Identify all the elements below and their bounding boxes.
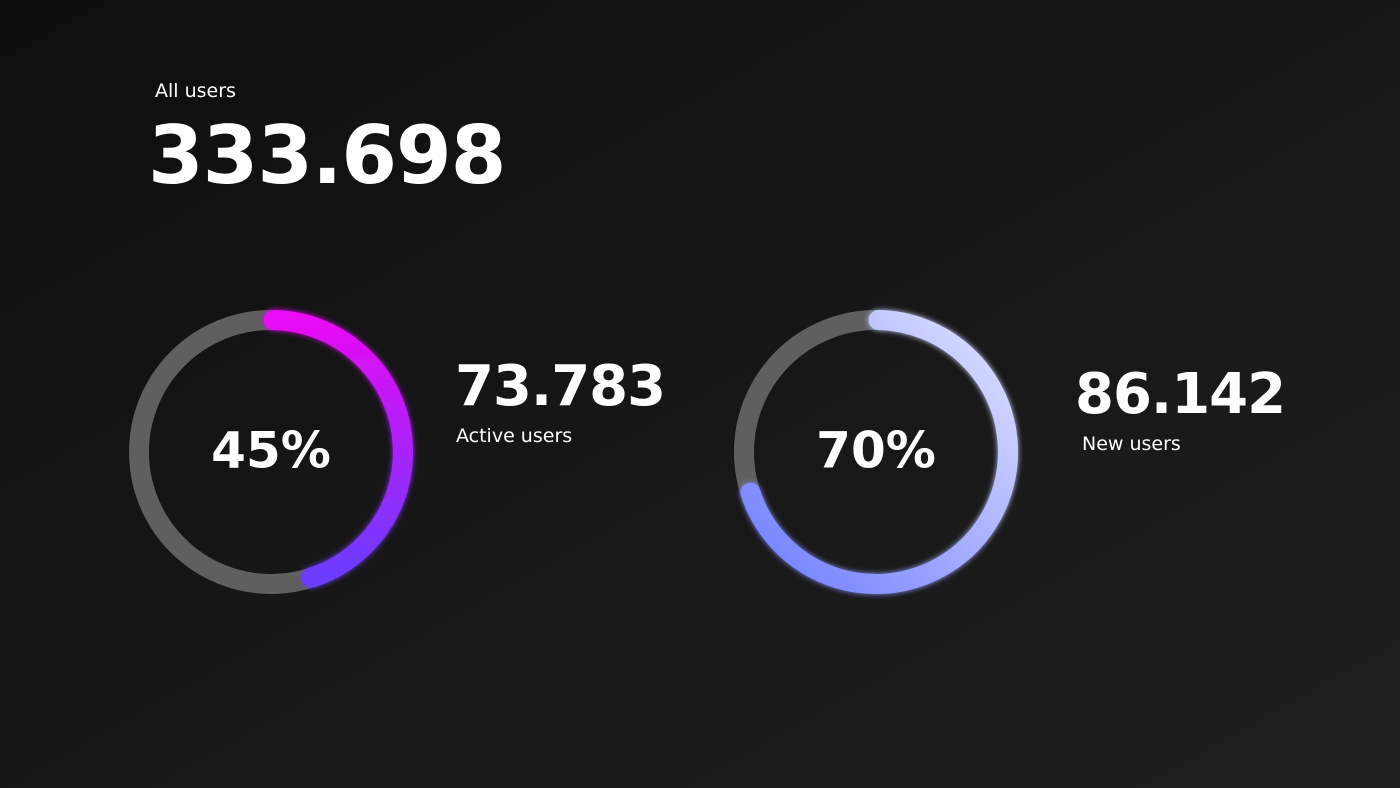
header-label: All users <box>155 80 236 102</box>
gauges: 45% 73.783 Active users 70% 86.142 New users <box>129 310 1286 594</box>
header-count: 333.698 <box>148 109 505 202</box>
metric-label: New users <box>1082 433 1181 455</box>
metric-count: 86.142 <box>1075 362 1285 427</box>
gauge-arc <box>263 310 413 588</box>
metric-label: Active users <box>456 425 572 447</box>
gauge-arc <box>740 310 1018 594</box>
gauge-percent: 45% <box>211 422 331 480</box>
metric-count: 73.783 <box>455 354 665 419</box>
gauge-percent: 70% <box>816 422 936 480</box>
